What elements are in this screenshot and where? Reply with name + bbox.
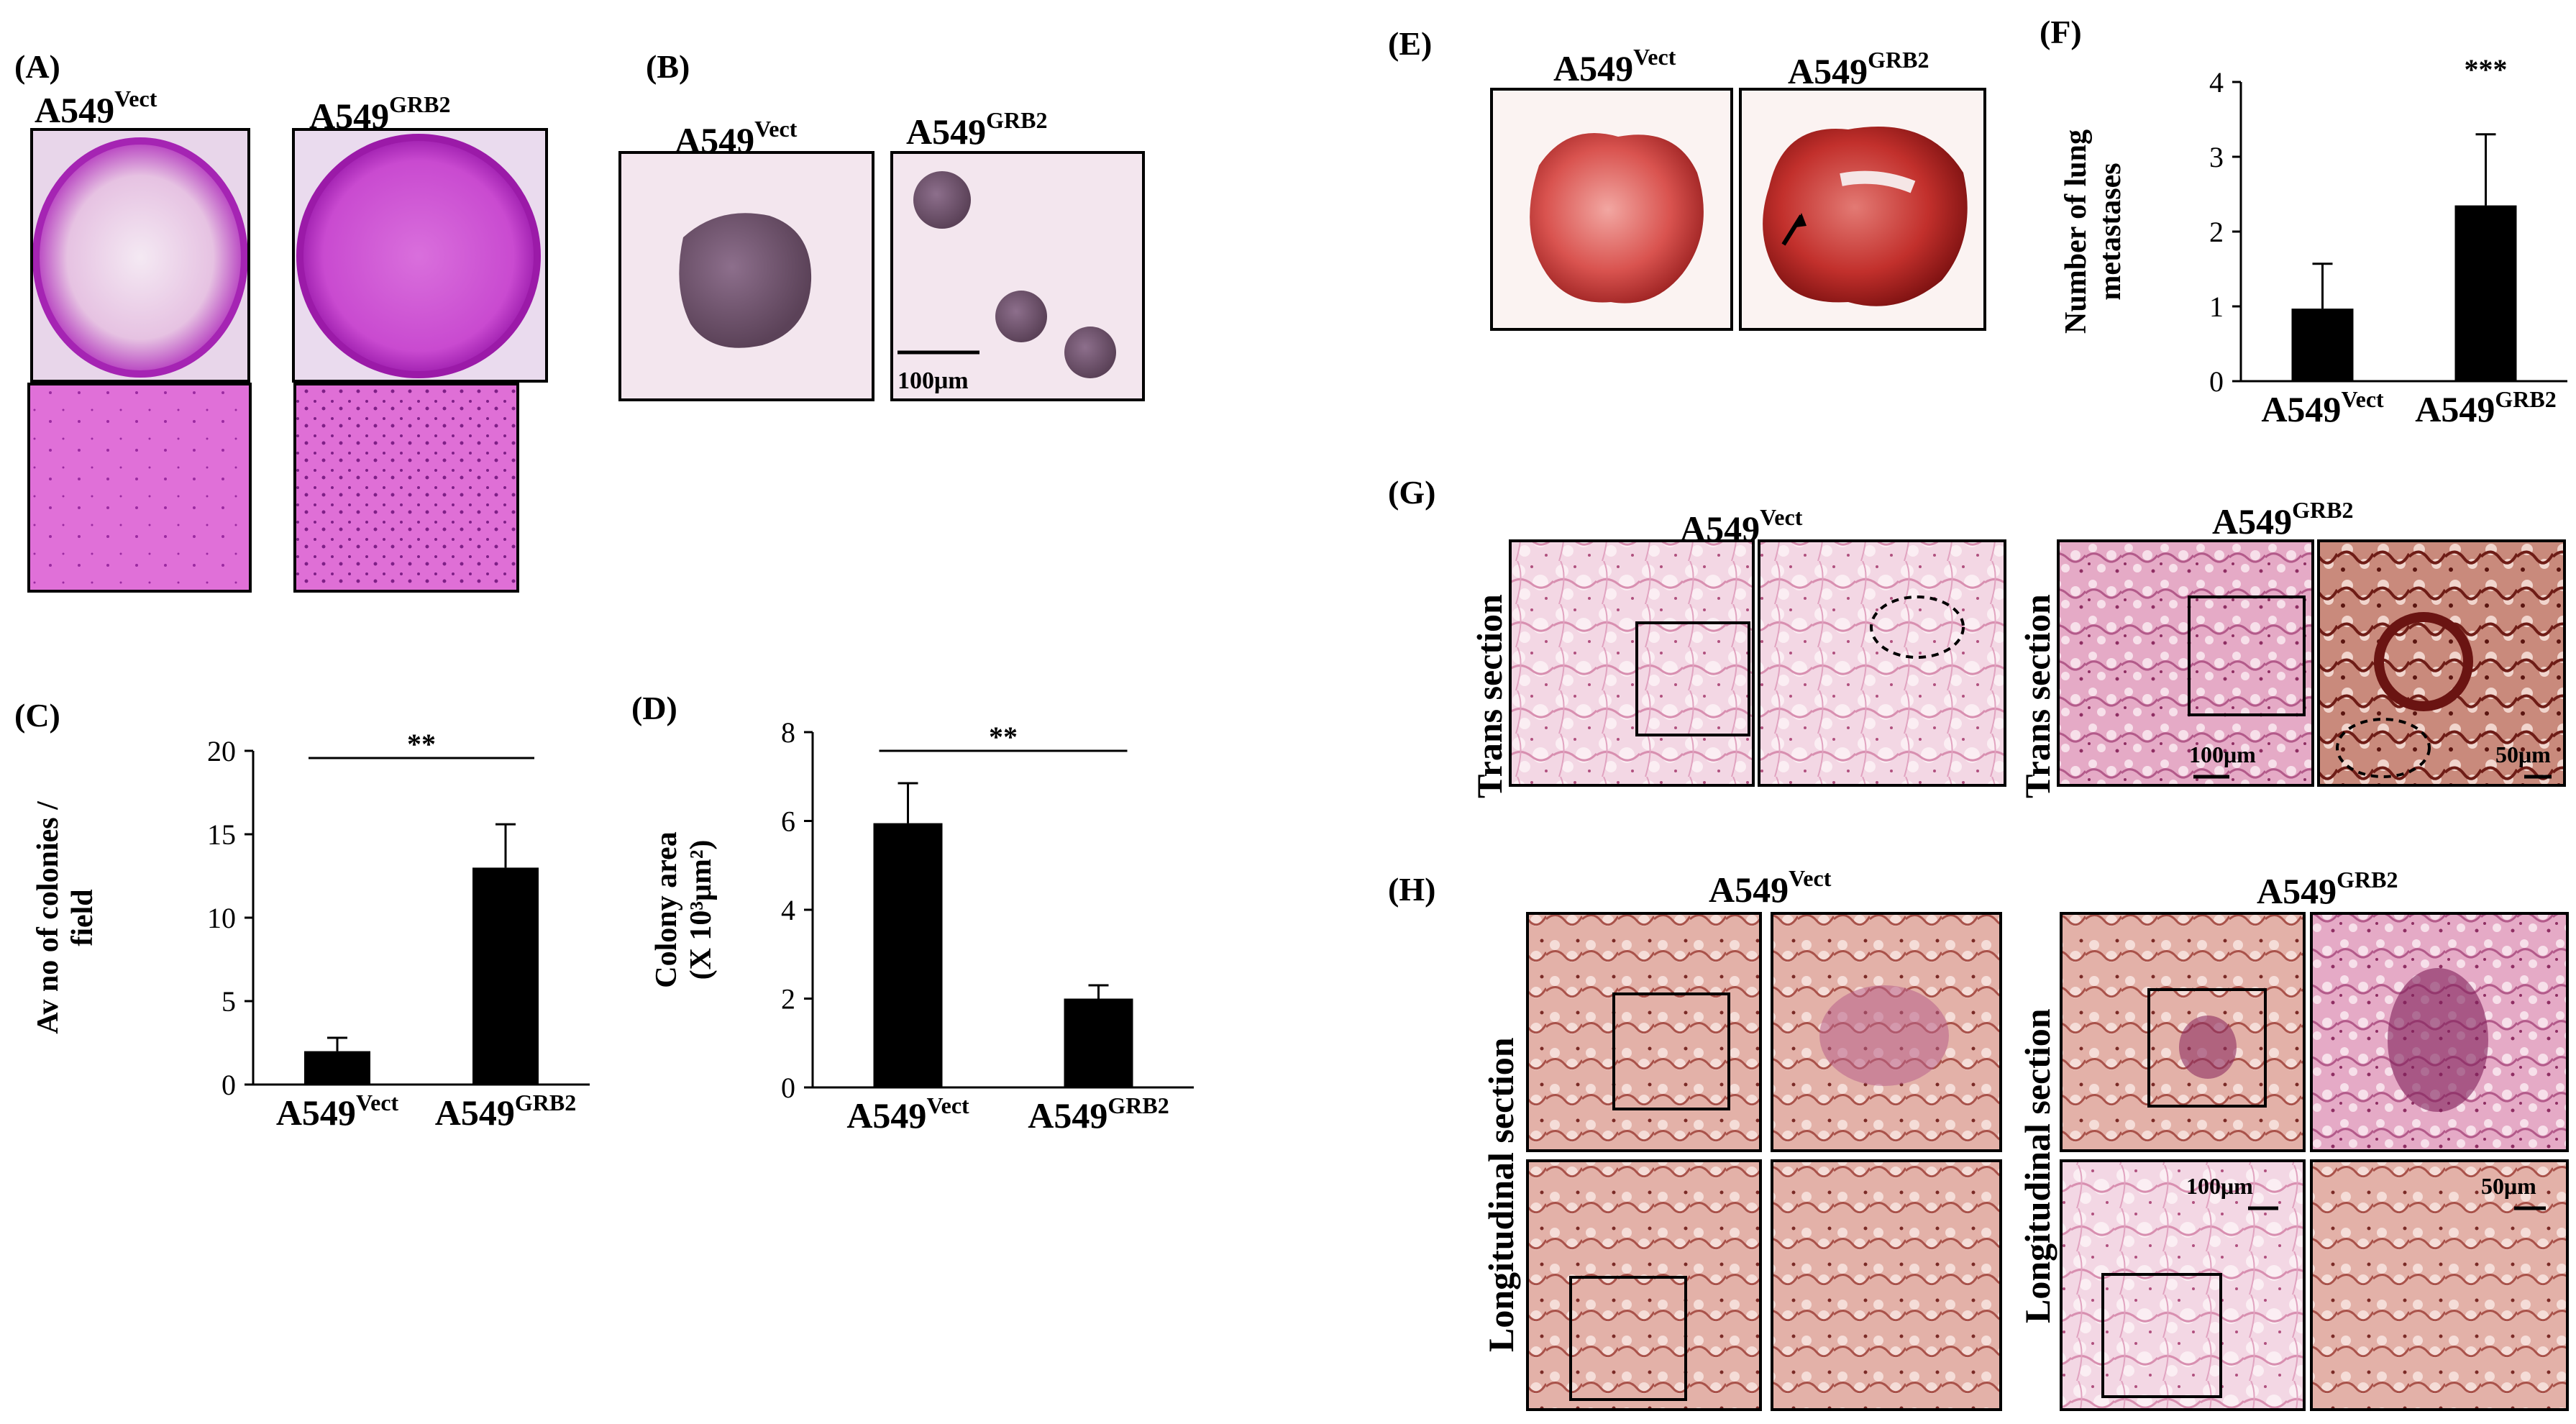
panel-h-row-label-right: Longitudinal section (2017, 1008, 2057, 1323)
chart-d: 0 2 4 6 8 Colony area(X 10³μm²) A549Vect A549GR… (650, 716, 1194, 1136)
y-tick-label: 0 (2209, 365, 2224, 398)
y-tick-label: 8 (781, 716, 795, 749)
lung-image-vect (1490, 88, 1733, 331)
y-tick-label: 4 (781, 894, 795, 926)
tissue-image-g-grb2-low: 100μm (2057, 539, 2314, 787)
y-tick-label: 10 (207, 902, 236, 934)
category-label: A549Vect (846, 1092, 969, 1136)
y-tick-label: 6 (781, 805, 795, 838)
panel-b-scale-bar: 100μm (898, 368, 969, 394)
y-tick-label: 0 (781, 1072, 795, 1104)
significance-marker: ** (989, 721, 1018, 753)
tissue-image-h-vect-bottom-low (1526, 1159, 1762, 1411)
panel-f: (F) 0 1 2 3 4 Number of lungmetastases A549Vec… (2040, 14, 2567, 429)
significance-marker: ** (407, 728, 436, 760)
tissue-image-g-vect-low (1509, 539, 1755, 787)
y-tick-label: 5 (221, 985, 236, 1018)
y-axis-title: Colony area(X 10³μm²) (650, 831, 718, 987)
dish-image-vect (30, 128, 250, 383)
panel-a: (A) A549Vect A549GRB2 (14, 48, 548, 593)
bar (1064, 998, 1133, 1087)
y-tick-label: 20 (207, 735, 236, 767)
panel-g-scale-bar-low: 100μm (2189, 741, 2256, 767)
category-label: A549Vect (276, 1090, 399, 1133)
category-label: A549Vect (2261, 386, 2384, 429)
tissue-image-h-grb2-bottom-low: 100μm (2060, 1159, 2306, 1411)
panel-e: (E) A549Vect A549GRB2 (1388, 25, 1986, 331)
svg-text:(D): (D) (631, 690, 677, 726)
panel-b: (B) A549Vect A549GRB2 100μm (618, 48, 1145, 401)
panel-b-label: (B) (646, 48, 690, 85)
category-label: A549GRB2 (1028, 1092, 1169, 1136)
bar (2454, 205, 2517, 381)
tissue-image-h-vect-top-high (1771, 912, 2002, 1152)
tissue-image-h-vect-top-low (1526, 912, 1762, 1152)
y-tick-label: 1 (2209, 291, 2224, 323)
bar (472, 867, 539, 1085)
colony-image-vect (618, 151, 874, 401)
panel-g-cond-grb2: A549GRB2 (2212, 497, 2353, 542)
y-tick-label: 0 (221, 1069, 236, 1101)
panel-g-scale-bar-high: 50μm (2495, 741, 2551, 767)
tissue-image-h-grb2-top-high (2310, 912, 2569, 1152)
colony-image-grb2: 100μm (890, 151, 1145, 401)
y-axis-title: Number of lungmetastases (2060, 129, 2127, 334)
panel-d: (D) 0 2 4 6 8 Colony area(X 10³μm²) A549Vect A5… (631, 690, 1194, 1136)
panel-g-label: (G) (1388, 474, 1435, 511)
lung-image-grb2 (1739, 88, 1986, 331)
tissue-image-h-grb2-bottom-high: 50μm (2310, 1159, 2569, 1411)
panel-h-label: (H) (1388, 871, 1435, 908)
category-label: A549GRB2 (435, 1090, 576, 1133)
field-image-grb2 (293, 383, 519, 593)
bar (873, 823, 943, 1087)
y-tick-label: 4 (2209, 66, 2224, 99)
significance-marker: *** (2465, 53, 2508, 86)
field-image-vect (27, 383, 252, 593)
tissue-image-h-vect-bottom-high (1771, 1159, 2002, 1411)
y-axis-title: Av no of colonies /field (32, 800, 99, 1034)
y-tick-label: 2 (2209, 216, 2224, 248)
tissue-image-g-vect-high (1758, 539, 2006, 787)
tissue-image-g-grb2-high: 50μm (2317, 539, 2566, 787)
panel-a-label: (A) (14, 48, 60, 85)
panel-h-scale-bar-low: 100μm (2186, 1173, 2253, 1199)
panel-g-row-label-left: Trans section (1469, 594, 1509, 798)
panel-e-cond-vect: A549Vect (1553, 44, 1676, 88)
dish-image-grb2 (292, 128, 548, 383)
panel-e-cond-grb2: A549GRB2 (1788, 47, 1929, 91)
panel-g-row-label-right: Trans section (2017, 594, 2057, 798)
y-tick-label: 15 (207, 818, 236, 851)
panel-h-row-label-left: Longitudinal section (1481, 1037, 1521, 1352)
panel-b-cond-grb2: A549GRB2 (906, 107, 1047, 152)
chart-f: 0 1 2 3 4 Number of lungmetastases A549Vect A54… (2060, 53, 2567, 429)
panel-c: (C) 0 5 10 15 20 Av no of colonies /field A549… (14, 697, 590, 1133)
panel-h-cond-grb2: A549GRB2 (2257, 867, 2398, 911)
panel-a-cond-vect: A549Vect (35, 86, 157, 130)
svg-text:(F): (F) (2040, 14, 2082, 50)
svg-text:(C): (C) (14, 697, 60, 734)
y-tick-label: 3 (2209, 141, 2224, 173)
tissue-image-h-grb2-top-low (2060, 912, 2306, 1152)
category-label: A549GRB2 (2415, 386, 2556, 429)
panel-h-cond-vect: A549Vect (1709, 865, 1832, 910)
y-tick-label: 2 (781, 983, 795, 1015)
panel-g-cond-vect: A549Vect (1680, 504, 1803, 549)
bar (2291, 309, 2354, 381)
chart-c: 0 5 10 15 20 Av no of colonies /field A549Vect… (32, 728, 590, 1133)
bar (304, 1051, 370, 1085)
panel-e-label: (E) (1388, 25, 1432, 62)
panel-h: (H) A549Vect A549GRB2 Longitudinal secti… (1388, 865, 2569, 1411)
panel-g: (G) A549Vect A549GRB2 Trans section Tran… (1388, 474, 2566, 798)
panel-h-scale-bar-high: 50μm (2481, 1173, 2536, 1199)
